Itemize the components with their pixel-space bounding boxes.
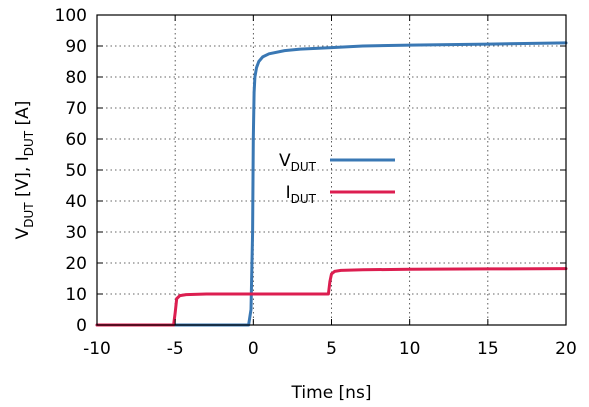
legend-label-1: IDUT — [286, 183, 317, 206]
y-tick-label: 80 — [65, 68, 87, 88]
y-tick-label: 90 — [65, 37, 87, 57]
series-line-0 — [95, 41, 568, 327]
x-tick-label: -10 — [83, 339, 111, 359]
y-tick-label: 20 — [65, 254, 87, 274]
x-tick-label: 20 — [555, 339, 577, 359]
legend-label-0: VDUT — [279, 151, 317, 174]
y-tick-label: 0 — [76, 316, 87, 336]
y-tick-label: 100 — [55, 6, 87, 26]
y-tick-label: 50 — [65, 161, 87, 181]
y-tick-label: 40 — [65, 192, 87, 212]
y-tick-label: 30 — [65, 223, 87, 243]
x-tick-label: 5 — [326, 339, 337, 359]
ticks: -10 -5 0 5 10 15 20 0 10 20 30 40 50 60 70 80 90 100 — [55, 6, 577, 359]
y-tick-label: 60 — [65, 130, 87, 150]
series-line-1 — [95, 267, 568, 327]
y-tick-label: 10 — [65, 285, 87, 305]
series-layer — [95, 41, 568, 327]
y-tick-label: 70 — [65, 99, 87, 119]
x-tick-label: -5 — [167, 339, 184, 359]
x-tick-label: 10 — [399, 339, 421, 359]
x-tick-label: 15 — [477, 339, 499, 359]
legend: VDUT IDUT — [279, 151, 395, 206]
grid — [97, 15, 566, 325]
x-axis-label: Time [ns] — [291, 383, 372, 403]
x-tick-label: 0 — [248, 339, 259, 359]
y-axis-label: VDUT [V], IDUT [A] — [13, 101, 36, 240]
